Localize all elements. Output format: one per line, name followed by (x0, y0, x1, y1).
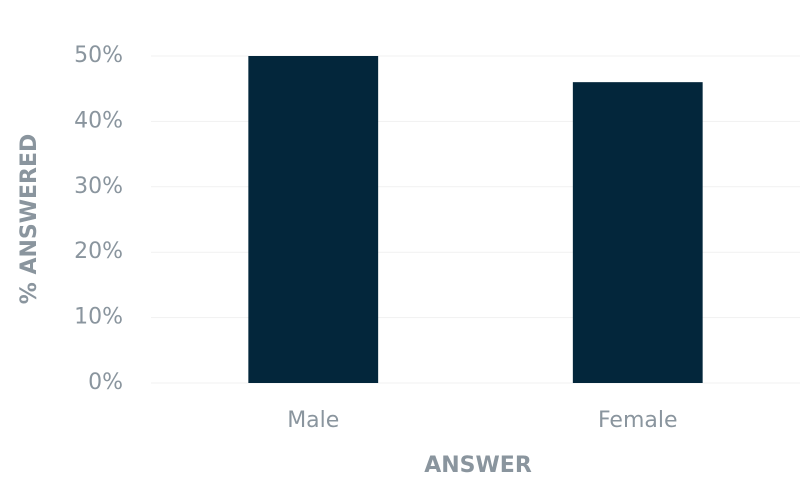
x-tick-label: Female (598, 408, 678, 433)
y-axis-title: % ANSWERED (17, 134, 42, 305)
x-tick-label: Male (287, 408, 339, 433)
bar (572, 82, 703, 383)
y-tick-label: 0% (88, 370, 123, 395)
y-tick-label: 20% (74, 239, 123, 264)
y-tick-label: 10% (74, 305, 123, 330)
x-axis-title: ANSWER (424, 453, 532, 478)
y-tick-label: 50% (74, 43, 123, 68)
bar (248, 56, 379, 383)
y-tick-label: 30% (74, 174, 123, 199)
y-tick-label: 40% (74, 108, 123, 133)
